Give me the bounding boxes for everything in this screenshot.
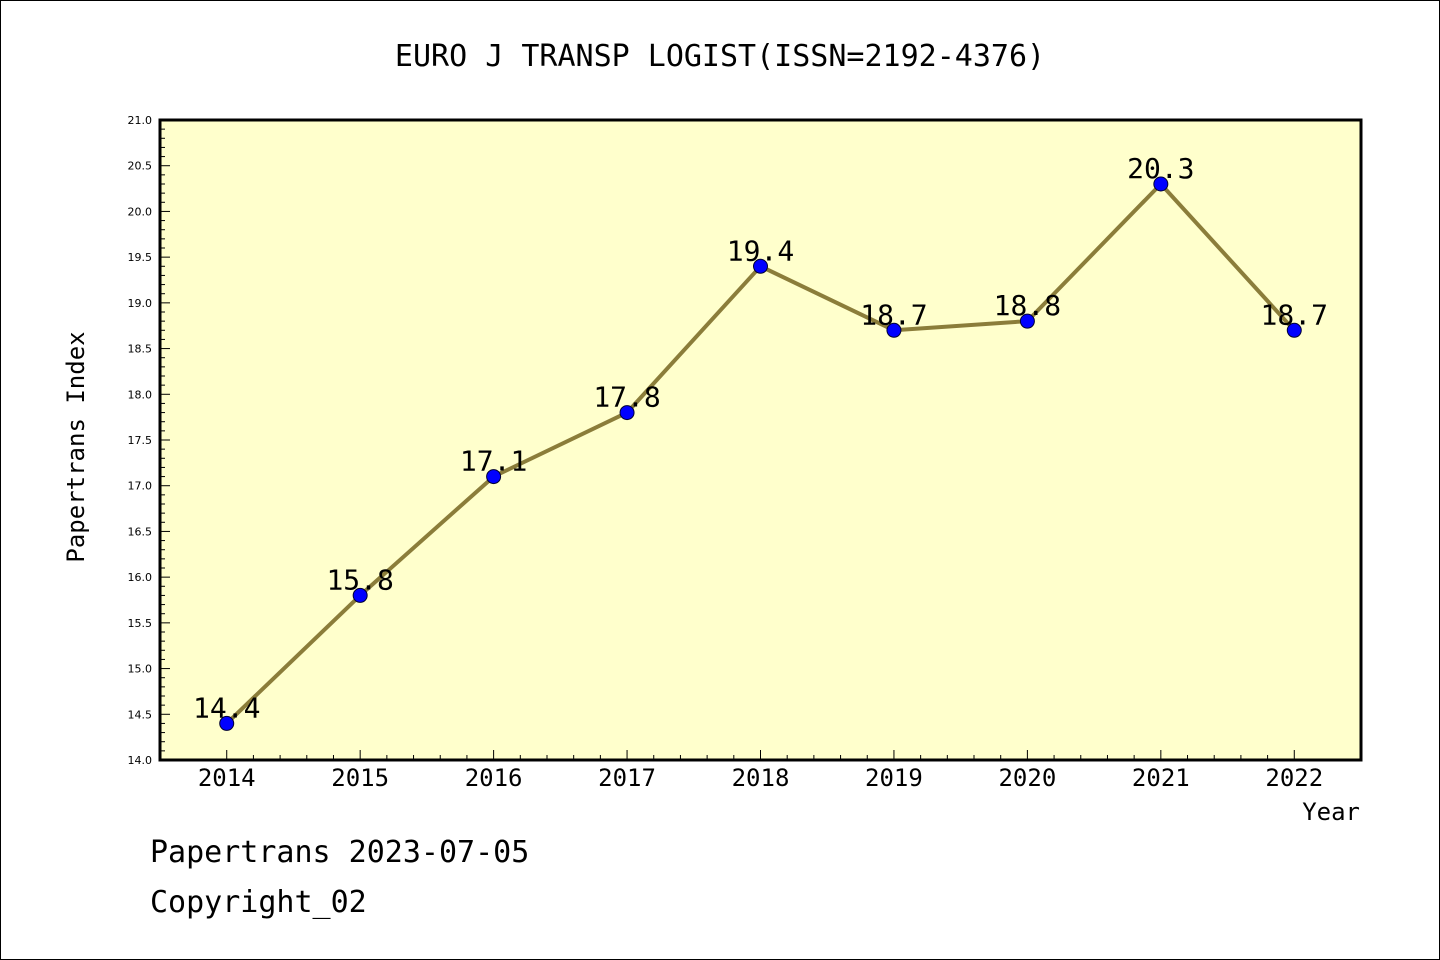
data-point <box>619 405 635 421</box>
y-axis: 14.0 14.5 15.0 15.5 16.0 16.5 17.0 17.5 18.0 18.5… <box>128 114 170 767</box>
x-tick-label: 2021 <box>1132 764 1190 792</box>
x-tick-label: 2014 <box>198 764 256 792</box>
y-tick-label: 20.0 <box>128 205 153 218</box>
y-tick-label: 17.5 <box>128 434 153 447</box>
y-tick-label: 15.0 <box>128 663 153 676</box>
x-axis: 2014 2015 2016 2017 2018 2019 2020 2021 2022 <box>198 750 1323 792</box>
data-point <box>486 469 502 485</box>
data-label: 14.4 <box>193 691 260 724</box>
x-tick-label: 2019 <box>865 764 923 792</box>
data-point <box>352 587 368 603</box>
x-tick-label: 2017 <box>598 764 656 792</box>
plot-area <box>158 118 1363 762</box>
y-tick-label: 14.0 <box>128 754 153 767</box>
data-point <box>1286 322 1302 338</box>
data-label: 18.8 <box>994 289 1061 322</box>
data-point <box>886 322 902 338</box>
data-labels: 14.4 15.8 17.1 17.8 19.4 18.7 18.8 20.3 18.7 <box>193 152 1328 724</box>
data-label: 20.3 <box>1127 152 1194 185</box>
y-tick-label: 15.5 <box>128 617 153 630</box>
data-point <box>753 258 768 274</box>
x-tick-label: 2016 <box>465 764 523 792</box>
data-points <box>219 176 1302 731</box>
x-tick-label: 2015 <box>331 764 389 792</box>
y-tick-label: 19.5 <box>128 251 153 264</box>
data-point <box>1153 176 1169 192</box>
data-point <box>219 715 235 731</box>
x-axis-label: Year <box>1302 798 1360 826</box>
data-label: 17.8 <box>593 381 660 414</box>
y-tick-label: 17.0 <box>128 480 153 493</box>
y-tick-label: 18.5 <box>128 343 153 356</box>
y-axis-label: Papertrans Index <box>62 331 90 562</box>
data-point <box>1019 313 1035 329</box>
y-tick-label: 20.5 <box>128 160 153 173</box>
x-tick-label: 2018 <box>732 764 790 792</box>
y-tick-label: 19.0 <box>128 297 153 310</box>
data-label: 17.1 <box>460 445 527 478</box>
x-tick-label: 2020 <box>998 764 1056 792</box>
data-label: 18.7 <box>860 298 927 331</box>
y-tick-label: 14.5 <box>128 708 153 721</box>
data-label: 19.4 <box>727 234 794 267</box>
data-label: 18.7 <box>1261 298 1328 331</box>
x-tick-label: 2022 <box>1265 764 1323 792</box>
y-tick-label: 16.0 <box>128 571 153 584</box>
footer-line-1: Papertrans 2023-07-05 <box>150 835 530 870</box>
chart-title: EURO J TRANSP LOGIST(ISSN=2192-4376) <box>395 39 1045 74</box>
y-tick-label: 16.5 <box>128 525 153 538</box>
y-tick-label: 18.0 <box>128 388 153 401</box>
y-tick-label: 21.0 <box>128 114 153 127</box>
data-label: 15.8 <box>326 563 393 596</box>
footer-line-2: Copyright_02 <box>150 885 367 920</box>
